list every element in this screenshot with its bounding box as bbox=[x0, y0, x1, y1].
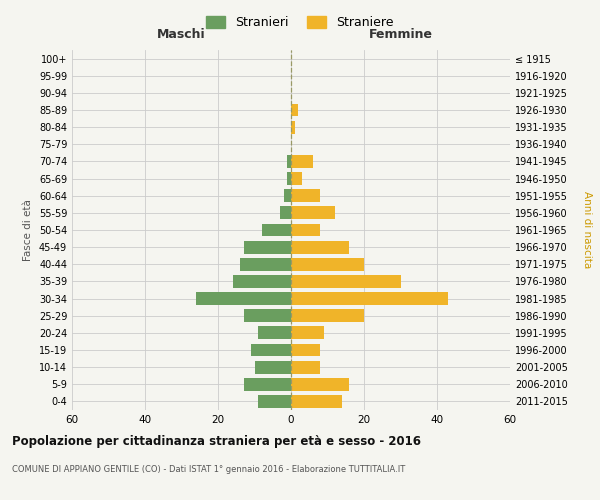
Bar bbox=[291, 395, 342, 408]
Bar bbox=[291, 206, 335, 220]
Bar bbox=[291, 240, 349, 254]
Bar bbox=[254, 360, 291, 374]
Bar bbox=[291, 172, 302, 185]
Bar bbox=[244, 240, 291, 254]
Bar bbox=[291, 275, 401, 288]
Text: Femmine: Femmine bbox=[368, 28, 433, 41]
Bar bbox=[291, 292, 448, 305]
Text: Popolazione per cittadinanza straniera per età e sesso - 2016: Popolazione per cittadinanza straniera p… bbox=[12, 435, 421, 448]
Bar bbox=[291, 190, 320, 202]
Bar bbox=[291, 344, 320, 356]
Bar bbox=[287, 155, 291, 168]
Bar bbox=[280, 206, 291, 220]
Bar bbox=[233, 275, 291, 288]
Bar bbox=[291, 310, 364, 322]
Text: Maschi: Maschi bbox=[157, 28, 206, 41]
Bar bbox=[291, 155, 313, 168]
Text: COMUNE DI APPIANO GENTILE (CO) - Dati ISTAT 1° gennaio 2016 - Elaborazione TUTTI: COMUNE DI APPIANO GENTILE (CO) - Dati IS… bbox=[12, 465, 405, 474]
Bar bbox=[291, 378, 349, 390]
Bar bbox=[291, 258, 364, 270]
Bar bbox=[284, 190, 291, 202]
Bar bbox=[258, 326, 291, 340]
Bar bbox=[262, 224, 291, 236]
Y-axis label: Anni di nascita: Anni di nascita bbox=[581, 192, 592, 268]
Bar bbox=[291, 104, 298, 117]
Legend: Stranieri, Straniere: Stranieri, Straniere bbox=[202, 11, 398, 34]
Bar bbox=[196, 292, 291, 305]
Bar bbox=[244, 378, 291, 390]
Bar bbox=[291, 120, 295, 134]
Bar bbox=[251, 344, 291, 356]
Bar bbox=[240, 258, 291, 270]
Bar bbox=[291, 224, 320, 236]
Bar bbox=[291, 360, 320, 374]
Y-axis label: Fasce di età: Fasce di età bbox=[23, 199, 33, 261]
Bar bbox=[287, 172, 291, 185]
Bar bbox=[258, 395, 291, 408]
Bar bbox=[291, 326, 324, 340]
Bar bbox=[244, 310, 291, 322]
